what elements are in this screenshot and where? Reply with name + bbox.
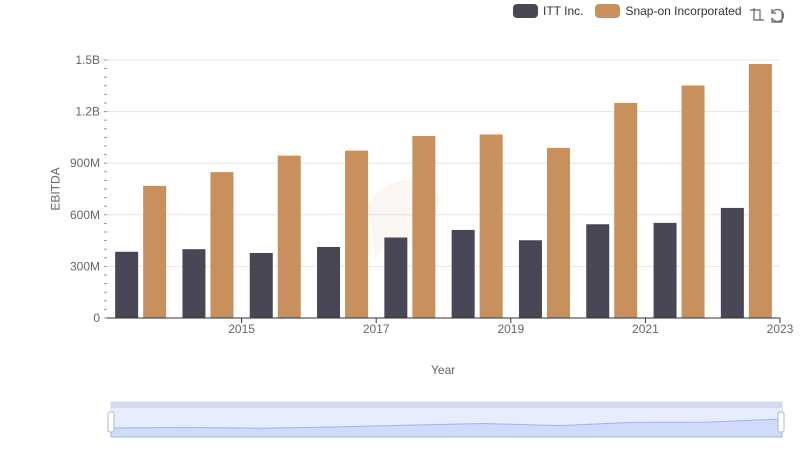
bar-itt-2015[interactable] (182, 249, 206, 318)
legend-label-itt: ITT Inc. (543, 4, 584, 18)
legend-item-snap-on[interactable]: Snap-on Incorporated (595, 4, 742, 18)
x-axis-ticks: 2015 2017 2019 2021 2023 (228, 318, 794, 336)
bar-itt-2019[interactable] (451, 229, 475, 318)
x-tick-label: 2017 (363, 322, 390, 336)
y-tick-label: 1.5B (75, 53, 100, 67)
bar-snap-on-2016[interactable] (277, 155, 301, 318)
x-tick-label: 2015 (228, 322, 255, 336)
zoom-handle-right[interactable] (777, 411, 785, 433)
bar-itt-2023[interactable] (720, 207, 744, 318)
bar-snap-on-2022[interactable] (681, 85, 705, 319)
x-tick-label: 2019 (497, 322, 524, 336)
zoom-icon[interactable] (748, 6, 766, 24)
x-axis-title: Year (431, 363, 456, 377)
y-axis-title: EBITDA (48, 167, 63, 211)
y-tick-label: 600M (70, 208, 100, 222)
bar-snap-on-2023[interactable] (748, 63, 772, 319)
zoom-handle-left[interactable] (107, 411, 115, 433)
legend-swatch-snap-on (595, 4, 621, 18)
y-tick-label: 900M (70, 156, 100, 170)
bar-itt-2020[interactable] (518, 240, 542, 318)
legend: ITT Inc. Snap-on Incorporated (513, 4, 754, 18)
bar-itt-2017[interactable] (317, 246, 341, 318)
legend-swatch-itt (513, 4, 538, 18)
bar-itt-2021[interactable] (586, 224, 610, 318)
y-axis-ticks: 0 300M 600M 900M 1.2B 1.5B (70, 53, 107, 325)
bar-itt-2016[interactable] (249, 252, 273, 318)
legend-item-itt[interactable]: ITT Inc. (513, 4, 583, 18)
bar-snap-on-2019[interactable] (479, 134, 503, 318)
x-tick-label: 2023 (767, 322, 794, 336)
data-zoom-slider[interactable] (107, 401, 785, 438)
bar-itt-2018[interactable] (384, 237, 408, 318)
y-tick-label: 1.2B (75, 105, 100, 119)
bar-itt-2014[interactable] (115, 251, 139, 318)
bar-itt-2022[interactable] (653, 222, 677, 318)
bar-snap-on-2021[interactable] (614, 103, 638, 318)
bar-snap-on-2018[interactable] (412, 136, 436, 318)
grid-lines (107, 59, 780, 267)
y-tick-label: 0 (93, 311, 100, 325)
restore-icon[interactable] (768, 6, 786, 24)
bars-group (115, 63, 772, 319)
bar-snap-on-2017[interactable] (345, 150, 369, 318)
legend-label-snap-on: Snap-on Incorporated (625, 4, 742, 18)
bar-snap-on-2015[interactable] (210, 172, 234, 318)
x-tick-label: 2021 (632, 322, 659, 336)
bar-snap-on-2020[interactable] (546, 147, 570, 318)
y-tick-label: 300M (70, 259, 100, 273)
zoom-top-bar[interactable] (111, 402, 782, 408)
bar-snap-on-2014[interactable] (143, 185, 167, 318)
toolbox (746, 6, 786, 24)
